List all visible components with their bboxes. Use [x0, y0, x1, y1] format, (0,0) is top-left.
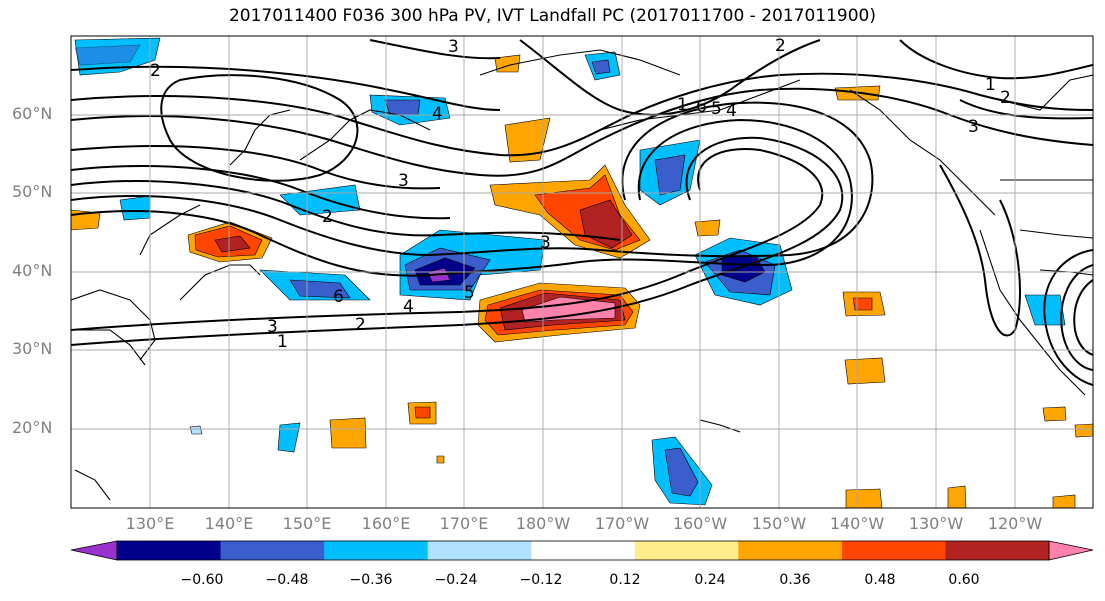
colorbar-tick-label: 0.48 — [864, 572, 896, 588]
map-frame — [70, 35, 1094, 509]
contour-label: 2 — [322, 207, 333, 227]
colorbar — [70, 540, 1094, 561]
contour-label: 3 — [968, 117, 979, 137]
colorbar-outline — [116, 540, 1050, 561]
colorbar-box — [531, 541, 636, 560]
contour-label: 1 — [985, 75, 996, 95]
map-content: 2 3 2 3 6 4 5 3 2 1 3 4 2 1 2 3 1 6 5 4 — [71, 36, 1093, 508]
colorbar-boxes — [117, 541, 1050, 560]
colorbar-box — [945, 541, 1050, 560]
colorbar-box — [841, 541, 946, 560]
colorbar-tick-label: 0.36 — [779, 572, 811, 588]
lon-label: 130°E — [125, 514, 175, 533]
contour-label: 1 — [677, 95, 688, 115]
colorbar-box — [324, 541, 429, 560]
contour-label: 3 — [267, 317, 278, 337]
negative-anomaly-patches — [74, 37, 1066, 506]
contour-label: 3 — [540, 233, 551, 253]
lat-label: 40°N — [12, 261, 53, 280]
colorbar-tick-label: 0.24 — [694, 572, 726, 588]
colorbar-tick-label: −0.36 — [349, 572, 393, 588]
colorbar-tick-label: −0.48 — [265, 572, 309, 588]
lon-label: 160°E — [361, 514, 411, 533]
lon-label: 170°E — [439, 514, 489, 533]
contour-label: 3 — [448, 37, 459, 57]
contour-label: 5 — [464, 283, 475, 303]
contour-label: 6 — [333, 287, 344, 307]
lat-label: 50°N — [12, 182, 53, 201]
contour-label: 5 — [711, 99, 722, 119]
colorbar-tick-label: 0.60 — [948, 572, 980, 588]
contour-label: 4 — [403, 297, 414, 317]
contour-label: 1 — [277, 332, 288, 352]
colorbar-box — [634, 541, 739, 560]
colorbar-box — [427, 541, 532, 560]
lon-label: 140°W — [829, 514, 885, 533]
colorbar-tick-label: −0.12 — [519, 572, 563, 588]
positive-anomaly-patches — [71, 54, 1093, 508]
lat-label: 30°N — [12, 339, 53, 358]
contour-labels: 2 3 2 3 6 4 5 3 2 1 3 4 2 1 2 3 1 6 5 4 — [150, 36, 1011, 352]
contour-label: 3 — [398, 171, 409, 191]
lon-label: 150°W — [751, 514, 807, 533]
contour-label: 4 — [432, 104, 443, 124]
colorbar-tick-label: −0.60 — [180, 572, 224, 588]
colorbar-tick-label: −0.24 — [434, 572, 478, 588]
contour-label: 2 — [1000, 88, 1011, 108]
contour-label: 6 — [696, 97, 707, 117]
lat-label: 20°N — [12, 418, 53, 437]
lon-label: 140°E — [204, 514, 254, 533]
lon-label: 170°W — [594, 514, 650, 533]
colorbar-extend-low — [70, 540, 118, 561]
lon-label: 160°W — [672, 514, 728, 533]
gridlines — [71, 36, 1093, 508]
lon-label: 130°W — [908, 514, 964, 533]
colorbar-box — [220, 541, 325, 560]
lon-label: 150°E — [282, 514, 332, 533]
contour-label: 2 — [775, 36, 786, 56]
colorbar-tick-label: 0.12 — [609, 572, 641, 588]
contour-label: 2 — [150, 61, 161, 81]
contour-label: 4 — [726, 101, 737, 121]
chart-title: 2017011400 F036 300 hPa PV, IVT Landfall… — [228, 6, 876, 26]
lat-label: 60°N — [12, 104, 53, 123]
lon-label: 120°W — [987, 514, 1043, 533]
lon-label: 180°W — [515, 514, 571, 533]
contour-label: 2 — [355, 315, 366, 335]
colorbar-extend-high — [1048, 540, 1094, 561]
colorbar-box — [738, 541, 843, 560]
colorbar-box — [117, 541, 222, 560]
